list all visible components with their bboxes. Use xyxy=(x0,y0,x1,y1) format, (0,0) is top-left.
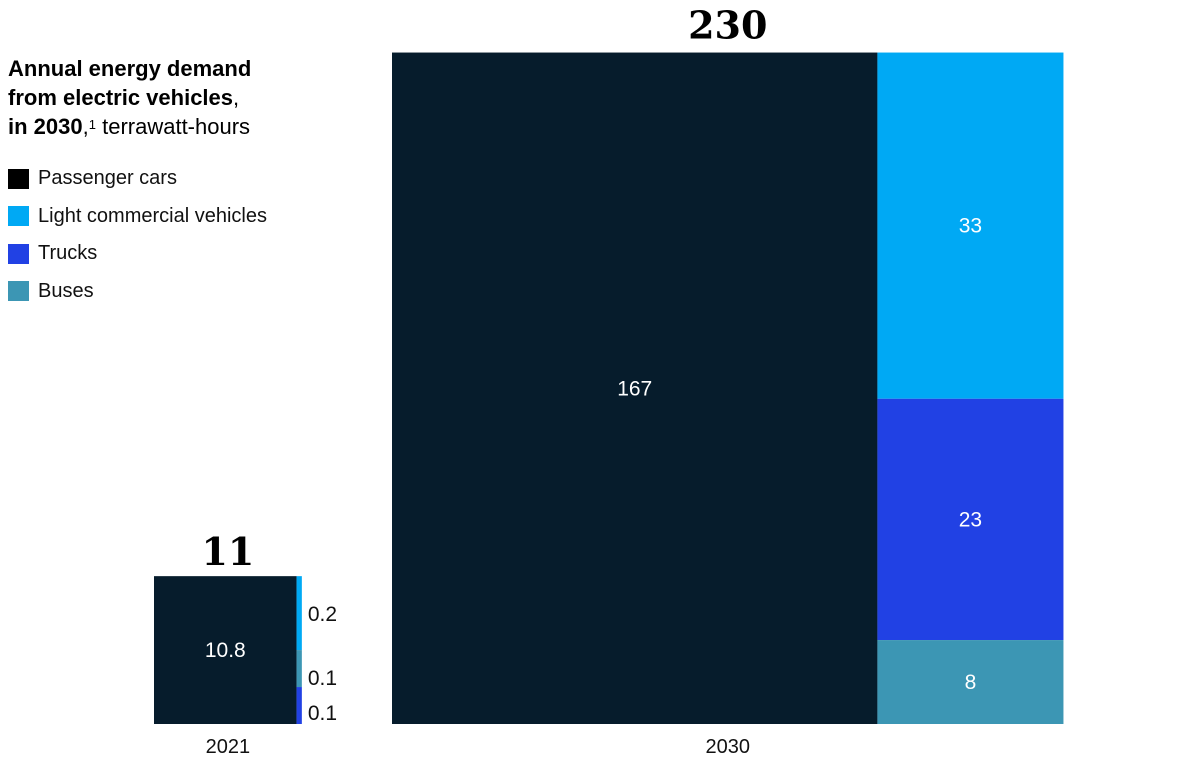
bar-2021-buses xyxy=(296,650,302,688)
bar-2021-light-commercial-vehicles xyxy=(296,576,302,651)
legend-item-light-commercial: Light commercial vehicles xyxy=(8,198,267,236)
legend-swatch xyxy=(8,243,29,264)
label-2021-trucks: 0.1 xyxy=(308,702,337,725)
title-unit: terrawatt-hours xyxy=(102,114,251,139)
legend-swatch xyxy=(8,281,29,302)
x-label-2021: 2021 xyxy=(206,736,251,758)
legend-swatch xyxy=(8,168,29,189)
label-2021-passenger-cars: 10.8 xyxy=(205,639,246,662)
legend: Passenger cars Light commercial vehicles… xyxy=(8,160,267,310)
legend-label: Trucks xyxy=(38,242,98,265)
bar-2030-light-commercial-vehicles xyxy=(877,52,1064,399)
bar-2030-buses xyxy=(877,640,1064,724)
label-2021-buses: 0.1 xyxy=(308,667,337,690)
footnote-marker: 1 xyxy=(88,117,96,132)
label-2021-light-commercial-vehicles: 0.2 xyxy=(308,603,337,626)
bar-2030-trucks xyxy=(877,398,1064,641)
legend-item-buses: Buses xyxy=(8,273,267,311)
title-line-2: from electric vehicles xyxy=(8,85,234,110)
legend-swatch xyxy=(8,206,29,227)
label-2030-light-commercial-vehicles: 33 xyxy=(959,215,982,238)
chart-title: Annual energy demand from electric vehic… xyxy=(8,54,338,141)
legend-label: Buses xyxy=(38,279,94,302)
legend-label: Passenger cars xyxy=(38,167,177,190)
label-2030-passenger-cars: 167 xyxy=(617,377,652,400)
legend-label: Light commercial vehicles xyxy=(38,204,267,227)
bar-2030-passenger-cars xyxy=(392,52,878,725)
label-2030-trucks: 23 xyxy=(959,508,982,531)
total-2030: 230 xyxy=(688,3,767,48)
bar-2021-trucks xyxy=(296,687,302,724)
title-comma: , xyxy=(233,85,240,110)
bar-2021-passenger-cars xyxy=(154,576,297,724)
label-2030-buses: 8 xyxy=(965,671,977,694)
x-label-2030: 2030 xyxy=(705,736,750,758)
title-line-3: in 2030 xyxy=(8,114,83,139)
total-2021: 11 xyxy=(201,529,254,574)
title-comma-2: , xyxy=(82,114,89,139)
legend-item-passenger-cars: Passenger cars xyxy=(8,160,267,198)
title-line-1: Annual energy demand xyxy=(8,56,252,81)
legend-item-trucks: Trucks xyxy=(8,235,267,273)
